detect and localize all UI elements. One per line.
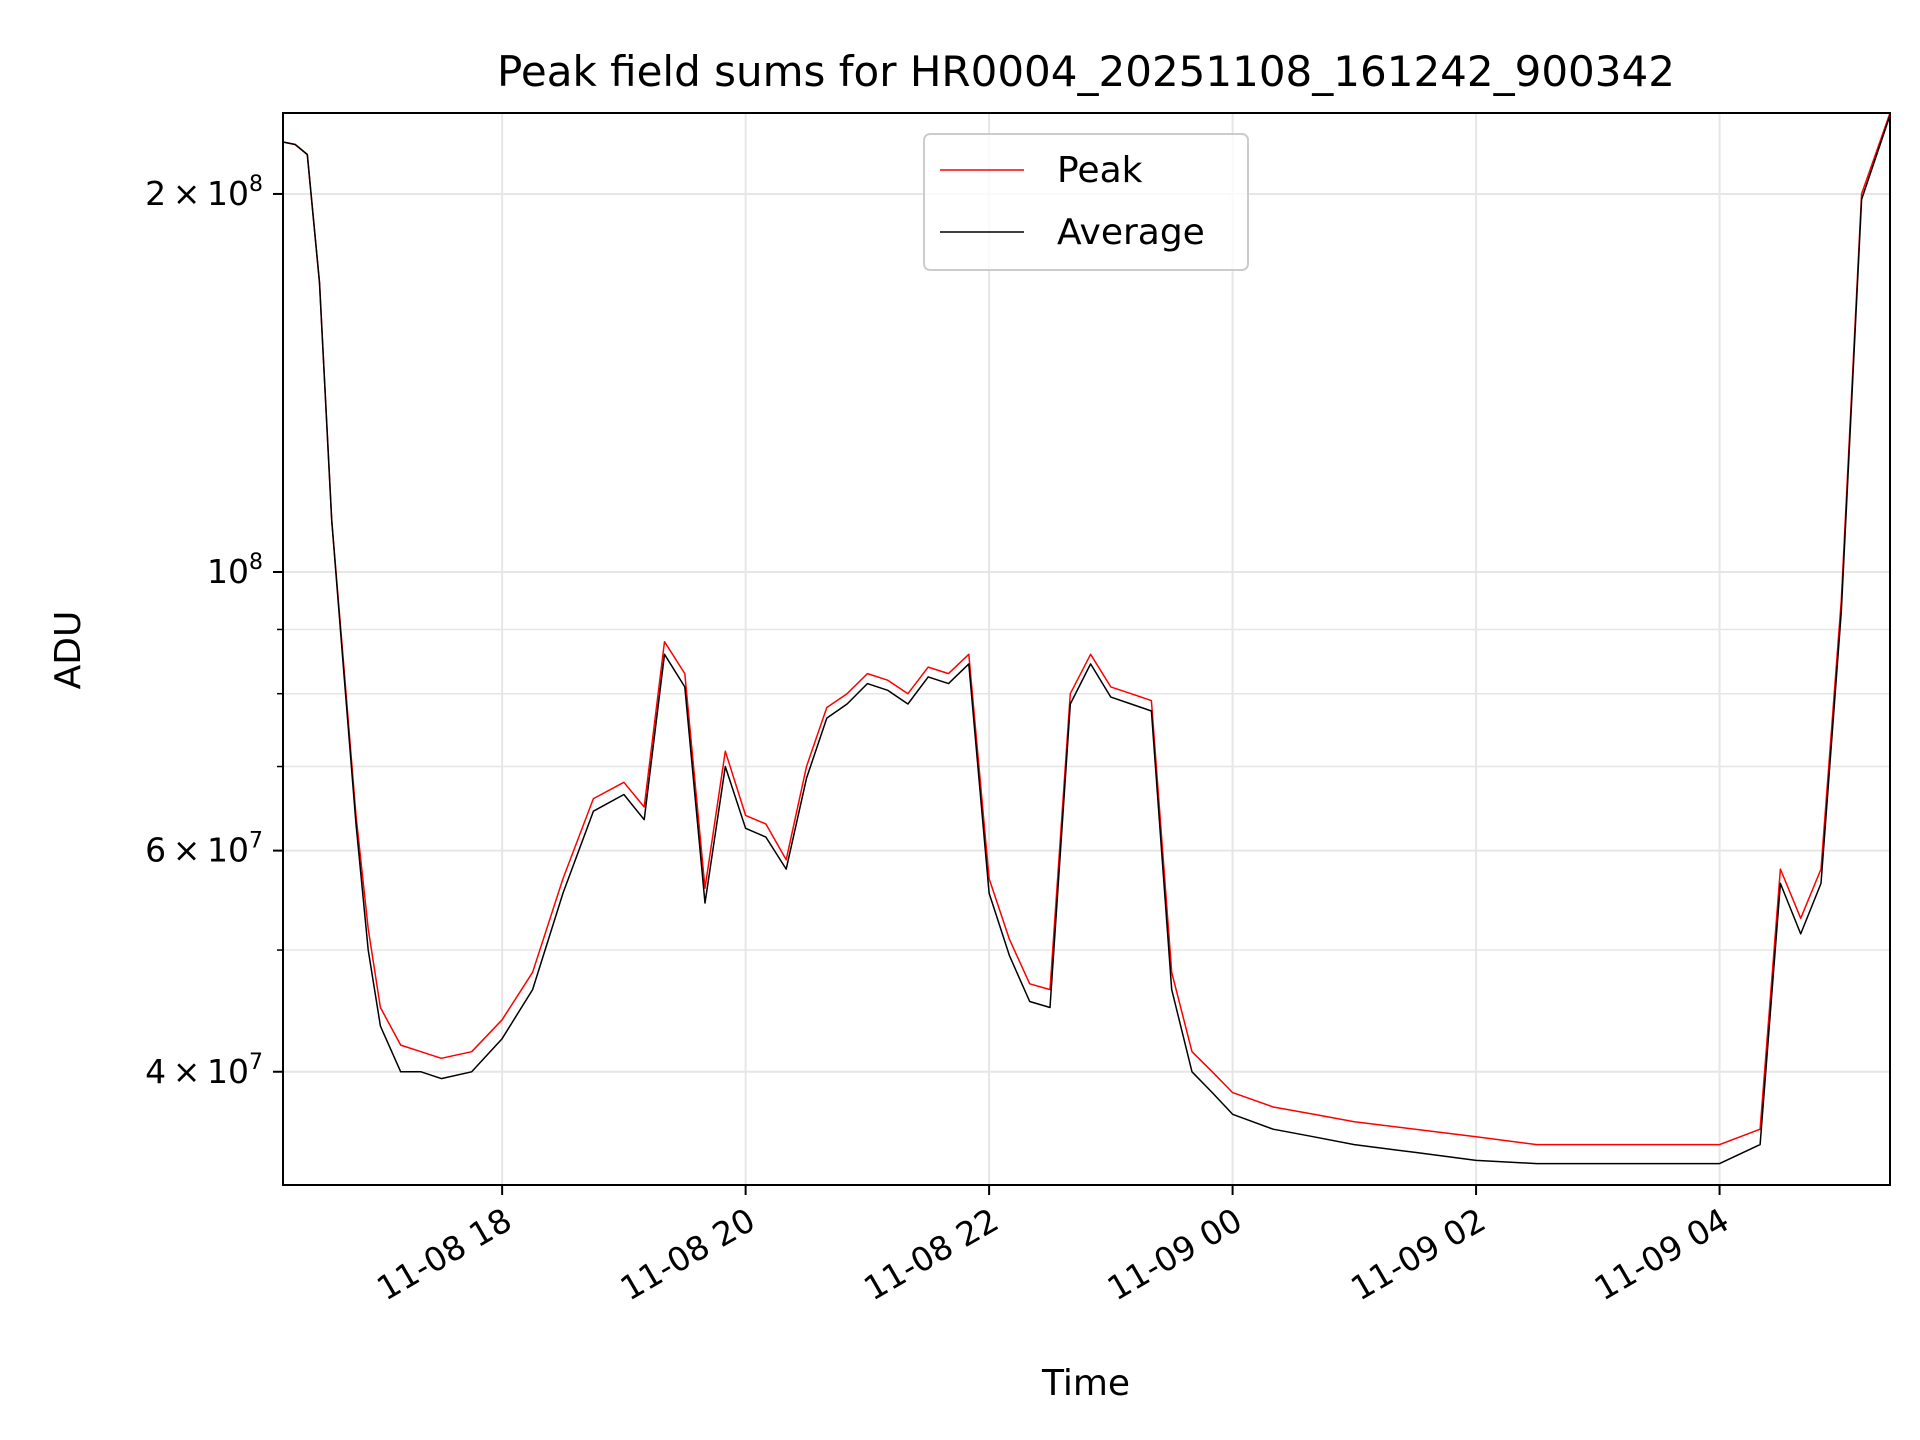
legend: Peak Average [923, 133, 1249, 271]
plot-frame [282, 112, 1891, 1186]
chart-title: Peak field sums for HR0004_20251108_1612… [497, 47, 1675, 96]
x-tick-label: 11-08 18 [370, 1200, 518, 1308]
y-tick-label: 4 × 107 [145, 1050, 263, 1091]
x-axis-label: Time [1041, 1363, 1130, 1404]
x-tick-label: 11-09 00 [1101, 1200, 1249, 1308]
legend-box [923, 133, 1249, 271]
y-tick-label: 2 × 108 [145, 172, 263, 213]
plot-background [283, 113, 1890, 1185]
x-tick-label: 11-09 02 [1344, 1200, 1492, 1308]
x-tick-label: 11-08 22 [857, 1200, 1005, 1308]
y-axis: 4 × 107 6 × 107 108 2 × 108 [145, 172, 283, 1091]
legend-label-average: Average [1057, 212, 1205, 253]
y-axis-label: ADU [48, 611, 89, 690]
x-tick-label: 11-08 20 [614, 1200, 762, 1308]
y-tick-label: 6 × 107 [145, 829, 263, 870]
x-axis: 11-08 18 11-08 20 11-08 22 11-09 00 11-09 02… [370, 1185, 1736, 1308]
x-tick-label: 11-09 04 [1588, 1200, 1736, 1308]
y-tick-label: 108 [207, 550, 263, 591]
series-line-peak [282, 112, 1891, 1146]
series-line-average [282, 115, 1891, 1165]
series-layer [282, 112, 1891, 1165]
legend-label-peak: Peak [1057, 150, 1143, 191]
